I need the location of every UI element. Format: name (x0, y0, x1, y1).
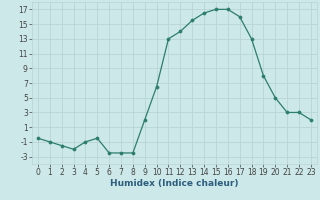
X-axis label: Humidex (Indice chaleur): Humidex (Indice chaleur) (110, 179, 239, 188)
